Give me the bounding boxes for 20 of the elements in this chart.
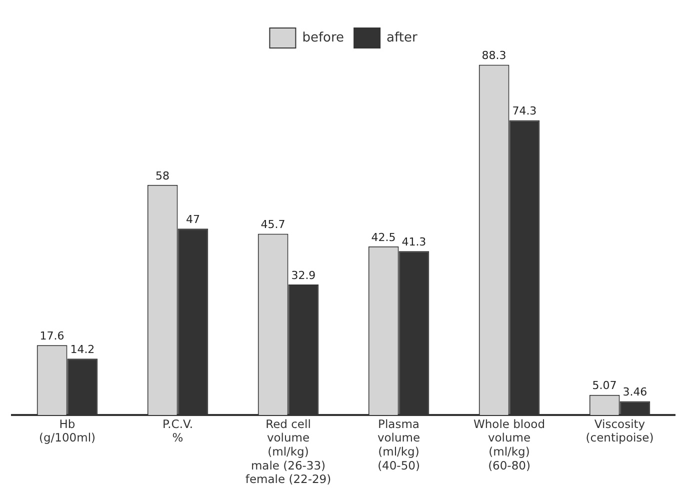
legend-label: after bbox=[386, 30, 418, 46]
data-label: 32.9 bbox=[291, 268, 316, 282]
x-tick-label: Plasma volume (ml/kg) (40-50) bbox=[377, 416, 420, 472]
data-label: 14.2 bbox=[70, 343, 95, 356]
data-label: 17.6 bbox=[40, 330, 64, 343]
data-label: 41.3 bbox=[402, 236, 426, 249]
data-label: 3.46 bbox=[622, 386, 648, 399]
x-tick-label: P.C.V. % bbox=[162, 416, 194, 445]
legend-label: before bbox=[302, 30, 344, 46]
data-label: 74.3 bbox=[512, 104, 537, 118]
data-label: 47 bbox=[186, 212, 200, 226]
data-label: 5.07 bbox=[592, 379, 617, 392]
data-label: 42.5 bbox=[371, 230, 396, 244]
x-tick-label: Viscosity (centipoise) bbox=[586, 416, 654, 445]
data-label: 88.3 bbox=[482, 49, 506, 62]
x-tick-label: Whole blood volume (ml/kg) (60-80) bbox=[474, 416, 545, 472]
data-label: 45.7 bbox=[260, 218, 286, 232]
x-tick-label: Red cell volume (ml/kg) male (26-33) female (22-29) bbox=[245, 416, 332, 486]
data-label: 58 bbox=[156, 169, 170, 182]
x-tick-label: Hb (g/100ml) bbox=[39, 416, 96, 445]
